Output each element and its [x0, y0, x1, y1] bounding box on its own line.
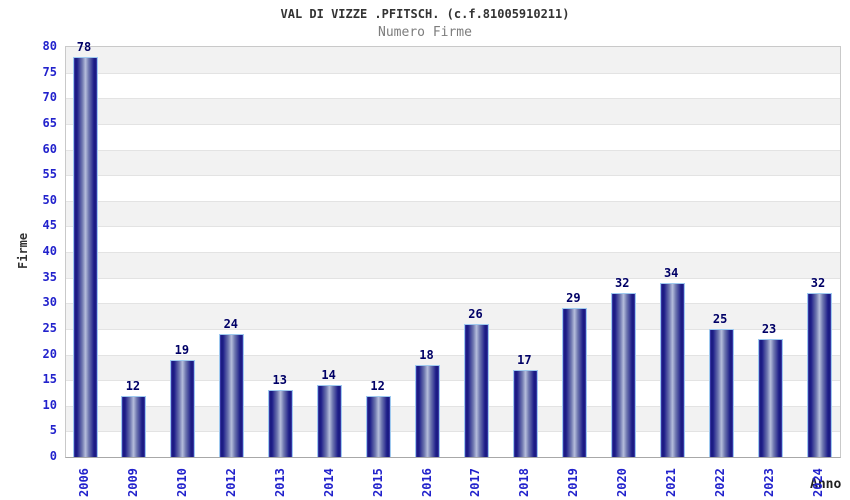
x-tick-label: 2018	[517, 468, 532, 497]
bar-value-label: 32	[615, 276, 630, 290]
gridline	[66, 355, 840, 356]
background-band	[66, 47, 840, 73]
x-tick-label: 2020	[615, 468, 630, 497]
bar-value-label: 14	[321, 368, 336, 383]
bar-2016	[415, 364, 441, 457]
chart-title: VAL DI VIZZE .PFITSCH. (c.f.81005910211)	[280, 7, 570, 21]
y-tick-label: 20	[42, 346, 57, 361]
plot-area	[65, 46, 841, 458]
background-band	[66, 98, 840, 124]
bar-value-label: 24	[223, 317, 239, 331]
background-band	[66, 252, 840, 278]
bar-2022	[708, 328, 734, 457]
bar-value-label: 23	[761, 322, 777, 337]
x-tick-label: 2024	[811, 468, 825, 497]
bar-value-label: 78	[76, 40, 92, 55]
bar-value-label: 13	[272, 373, 287, 388]
bar-2019	[561, 308, 587, 457]
bar-value-label: 34	[663, 265, 679, 280]
bar-2014	[317, 385, 343, 457]
background-band	[66, 303, 840, 329]
bar-2010	[170, 359, 196, 457]
x-tick-label: 2019	[566, 468, 581, 497]
gridline	[66, 175, 840, 176]
x-tick-label: 2014	[321, 468, 336, 497]
y-tick-label: 70	[42, 90, 57, 105]
y-tick-label: 75	[42, 64, 57, 79]
x-tick-label: 2010	[174, 468, 189, 497]
x-tick-label: 2012	[223, 468, 238, 497]
bar-value-label: 26	[468, 306, 483, 321]
x-tick-label: 2013	[272, 468, 287, 497]
bar-value-label: 19	[174, 342, 190, 357]
gridline	[66, 252, 840, 253]
bar-2024	[806, 293, 832, 457]
bar-2021	[659, 282, 685, 457]
bar-2018	[512, 369, 538, 457]
gridline	[66, 73, 840, 74]
y-tick-label: 10	[42, 397, 57, 412]
gridline	[66, 278, 840, 279]
y-tick-label: 30	[42, 295, 57, 310]
y-tick-label: 40	[42, 244, 57, 258]
x-tick-label: 2021	[664, 468, 679, 497]
bar-value-label: 12	[370, 378, 385, 393]
y-tick-label: 65	[42, 115, 57, 130]
gridline	[66, 329, 840, 330]
background-band	[66, 149, 840, 176]
bar-2006	[72, 57, 98, 457]
bar-value-label: 12	[125, 378, 141, 393]
bar-2020	[610, 293, 636, 457]
bar-2012	[219, 334, 245, 457]
bar-value-label: 17	[517, 352, 532, 367]
bar-2009	[121, 395, 147, 457]
gridline	[66, 431, 840, 432]
bar-value-label: 25	[712, 311, 728, 326]
bar-2023	[757, 339, 783, 457]
y-tick-label: 25	[42, 320, 57, 335]
gridline	[66, 303, 840, 304]
gridline	[66, 406, 840, 407]
x-tick-label: 2017	[468, 468, 483, 497]
bar-2015	[366, 395, 392, 457]
bar-value-label: 32	[810, 276, 826, 290]
y-tick-label: 80	[42, 39, 57, 53]
chart-subtitle: Numero Firme	[378, 25, 472, 40]
bar-value-label: 18	[419, 347, 434, 362]
gridline	[66, 124, 840, 125]
bar-2013	[268, 390, 294, 457]
gridline	[66, 150, 840, 151]
y-tick-label: 55	[42, 167, 57, 182]
gridline	[66, 226, 840, 227]
bar-2017	[463, 323, 489, 457]
y-tick-label: 60	[42, 141, 57, 156]
bar-value-label: 29	[566, 291, 581, 306]
background-band	[66, 200, 840, 227]
y-tick-label: 35	[42, 269, 57, 284]
x-tick-label: 2022	[713, 468, 728, 497]
x-tick-label: 2006	[77, 468, 91, 497]
y-tick-label: 0	[49, 449, 57, 463]
x-tick-label: 2015	[370, 468, 385, 497]
gridline	[66, 380, 840, 381]
y-tick-label: 15	[42, 372, 57, 387]
gridline	[66, 201, 840, 202]
x-tick-label: 2009	[125, 468, 140, 497]
x-tick-label: 2016	[419, 468, 434, 497]
y-tick-label: 50	[42, 192, 57, 207]
y-tick-label: 45	[42, 218, 57, 233]
x-tick-label: 2023	[762, 468, 777, 497]
x-axis-title: Anno	[810, 477, 842, 492]
y-tick-label: 5	[49, 423, 57, 438]
gridline	[66, 98, 840, 99]
